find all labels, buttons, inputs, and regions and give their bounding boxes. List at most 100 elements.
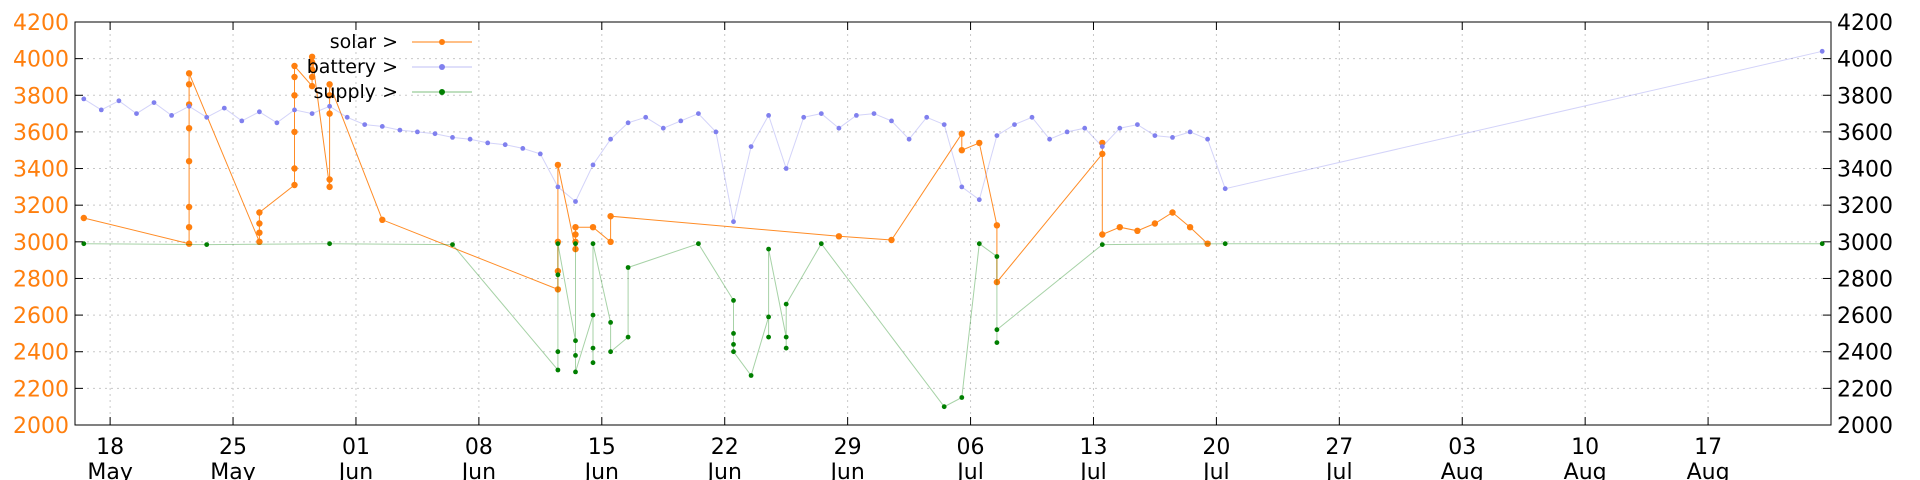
data-point <box>590 312 596 318</box>
data-point <box>573 241 578 247</box>
data-point <box>854 113 859 118</box>
data-point <box>256 220 263 227</box>
data-point <box>151 100 157 105</box>
data-point <box>1099 150 1106 158</box>
data-point <box>959 184 965 190</box>
data-point <box>643 114 649 120</box>
data-point <box>185 224 193 231</box>
data-point <box>573 369 578 375</box>
data-point <box>607 213 614 220</box>
data-point <box>783 334 789 340</box>
data-point <box>326 92 333 99</box>
data-point <box>274 120 280 126</box>
data-point <box>450 135 455 140</box>
data-point <box>976 197 982 203</box>
data-point <box>555 272 561 278</box>
data-point <box>554 286 562 293</box>
data-point <box>608 136 613 142</box>
data-point <box>1099 139 1106 147</box>
data-point <box>731 298 736 303</box>
data-point <box>308 73 316 81</box>
x-tick-label-day: 25 <box>219 435 247 460</box>
x-tick-label-day: 13 <box>1079 435 1107 460</box>
data-point <box>625 265 631 270</box>
y-tick-label-left: 3000 <box>13 231 69 256</box>
data-point <box>1099 144 1105 150</box>
y-tick-label-left: 2400 <box>13 341 69 366</box>
data-point <box>889 118 894 124</box>
data-point <box>993 278 1001 286</box>
data-point <box>221 105 227 111</box>
y-tick-label-right: 3600 <box>1837 121 1893 146</box>
y-tick-label-left: 3400 <box>13 158 69 183</box>
y-tick-label-right: 3200 <box>1837 194 1893 219</box>
data-point <box>1205 136 1210 142</box>
data-point <box>308 59 316 66</box>
data-point <box>1819 48 1825 54</box>
y-tick-label-left: 4000 <box>13 48 69 73</box>
data-point <box>1222 241 1228 247</box>
x-tick-label-day: 15 <box>588 435 616 460</box>
y-tick-label-left: 3200 <box>13 194 69 219</box>
data-point <box>572 245 579 253</box>
data-point <box>836 125 842 131</box>
data-point <box>308 66 316 73</box>
data-point <box>783 345 789 351</box>
data-point <box>731 349 736 355</box>
data-point <box>432 131 438 137</box>
data-point <box>291 165 298 172</box>
y-tick-label-right: 3800 <box>1837 84 1893 109</box>
data-point <box>308 82 316 90</box>
data-point <box>1047 136 1052 142</box>
data-point <box>958 130 965 137</box>
data-point <box>1204 240 1211 247</box>
x-tick-label-day: 27 <box>1325 435 1353 460</box>
data-point <box>1099 231 1106 238</box>
data-point <box>1082 125 1088 131</box>
data-point <box>590 241 596 247</box>
data-point <box>731 331 736 336</box>
x-tick-label-day: 01 <box>342 435 370 460</box>
data-point <box>379 124 385 129</box>
data-point <box>713 129 719 135</box>
data-point <box>185 81 193 88</box>
data-point <box>362 122 368 127</box>
plot-frame <box>74 21 1832 426</box>
y-tick-label-right: 2000 <box>1837 414 1893 439</box>
x-tick-label-day: 18 <box>96 435 124 460</box>
data-point <box>871 111 877 116</box>
data-point <box>326 110 333 117</box>
x-tick-label-day: 29 <box>834 435 862 460</box>
data-point <box>327 241 332 247</box>
data-point <box>766 113 771 118</box>
data-point <box>660 125 666 131</box>
x-tick-label-month: May <box>87 460 132 480</box>
data-point <box>186 103 192 109</box>
data-point <box>554 161 562 169</box>
x-tick-label-month: Jun <box>337 460 373 480</box>
data-point <box>379 216 386 223</box>
data-point <box>625 334 631 340</box>
data-point <box>608 349 613 355</box>
data-point <box>1135 122 1140 127</box>
y-tick-label-left: 3800 <box>13 84 69 109</box>
y-tick-label-right: 4200 <box>1837 11 1893 36</box>
data-point <box>1099 242 1105 248</box>
data-point <box>555 349 561 355</box>
data-point <box>835 233 843 240</box>
data-point <box>116 98 122 104</box>
data-point <box>941 404 947 410</box>
x-tick-label-day: 06 <box>957 435 985 460</box>
data-point <box>256 229 263 236</box>
data-point <box>994 133 1000 139</box>
data-point <box>256 209 263 216</box>
y-tick-label-right: 2200 <box>1837 377 1893 402</box>
data-point <box>537 151 543 157</box>
data-point <box>766 314 771 320</box>
series-line <box>83 242 1823 408</box>
data-point <box>818 111 824 116</box>
legend-label: supply > <box>313 81 398 103</box>
data-point <box>257 109 262 115</box>
legend-swatch-point <box>439 89 445 95</box>
data-point <box>291 92 298 99</box>
